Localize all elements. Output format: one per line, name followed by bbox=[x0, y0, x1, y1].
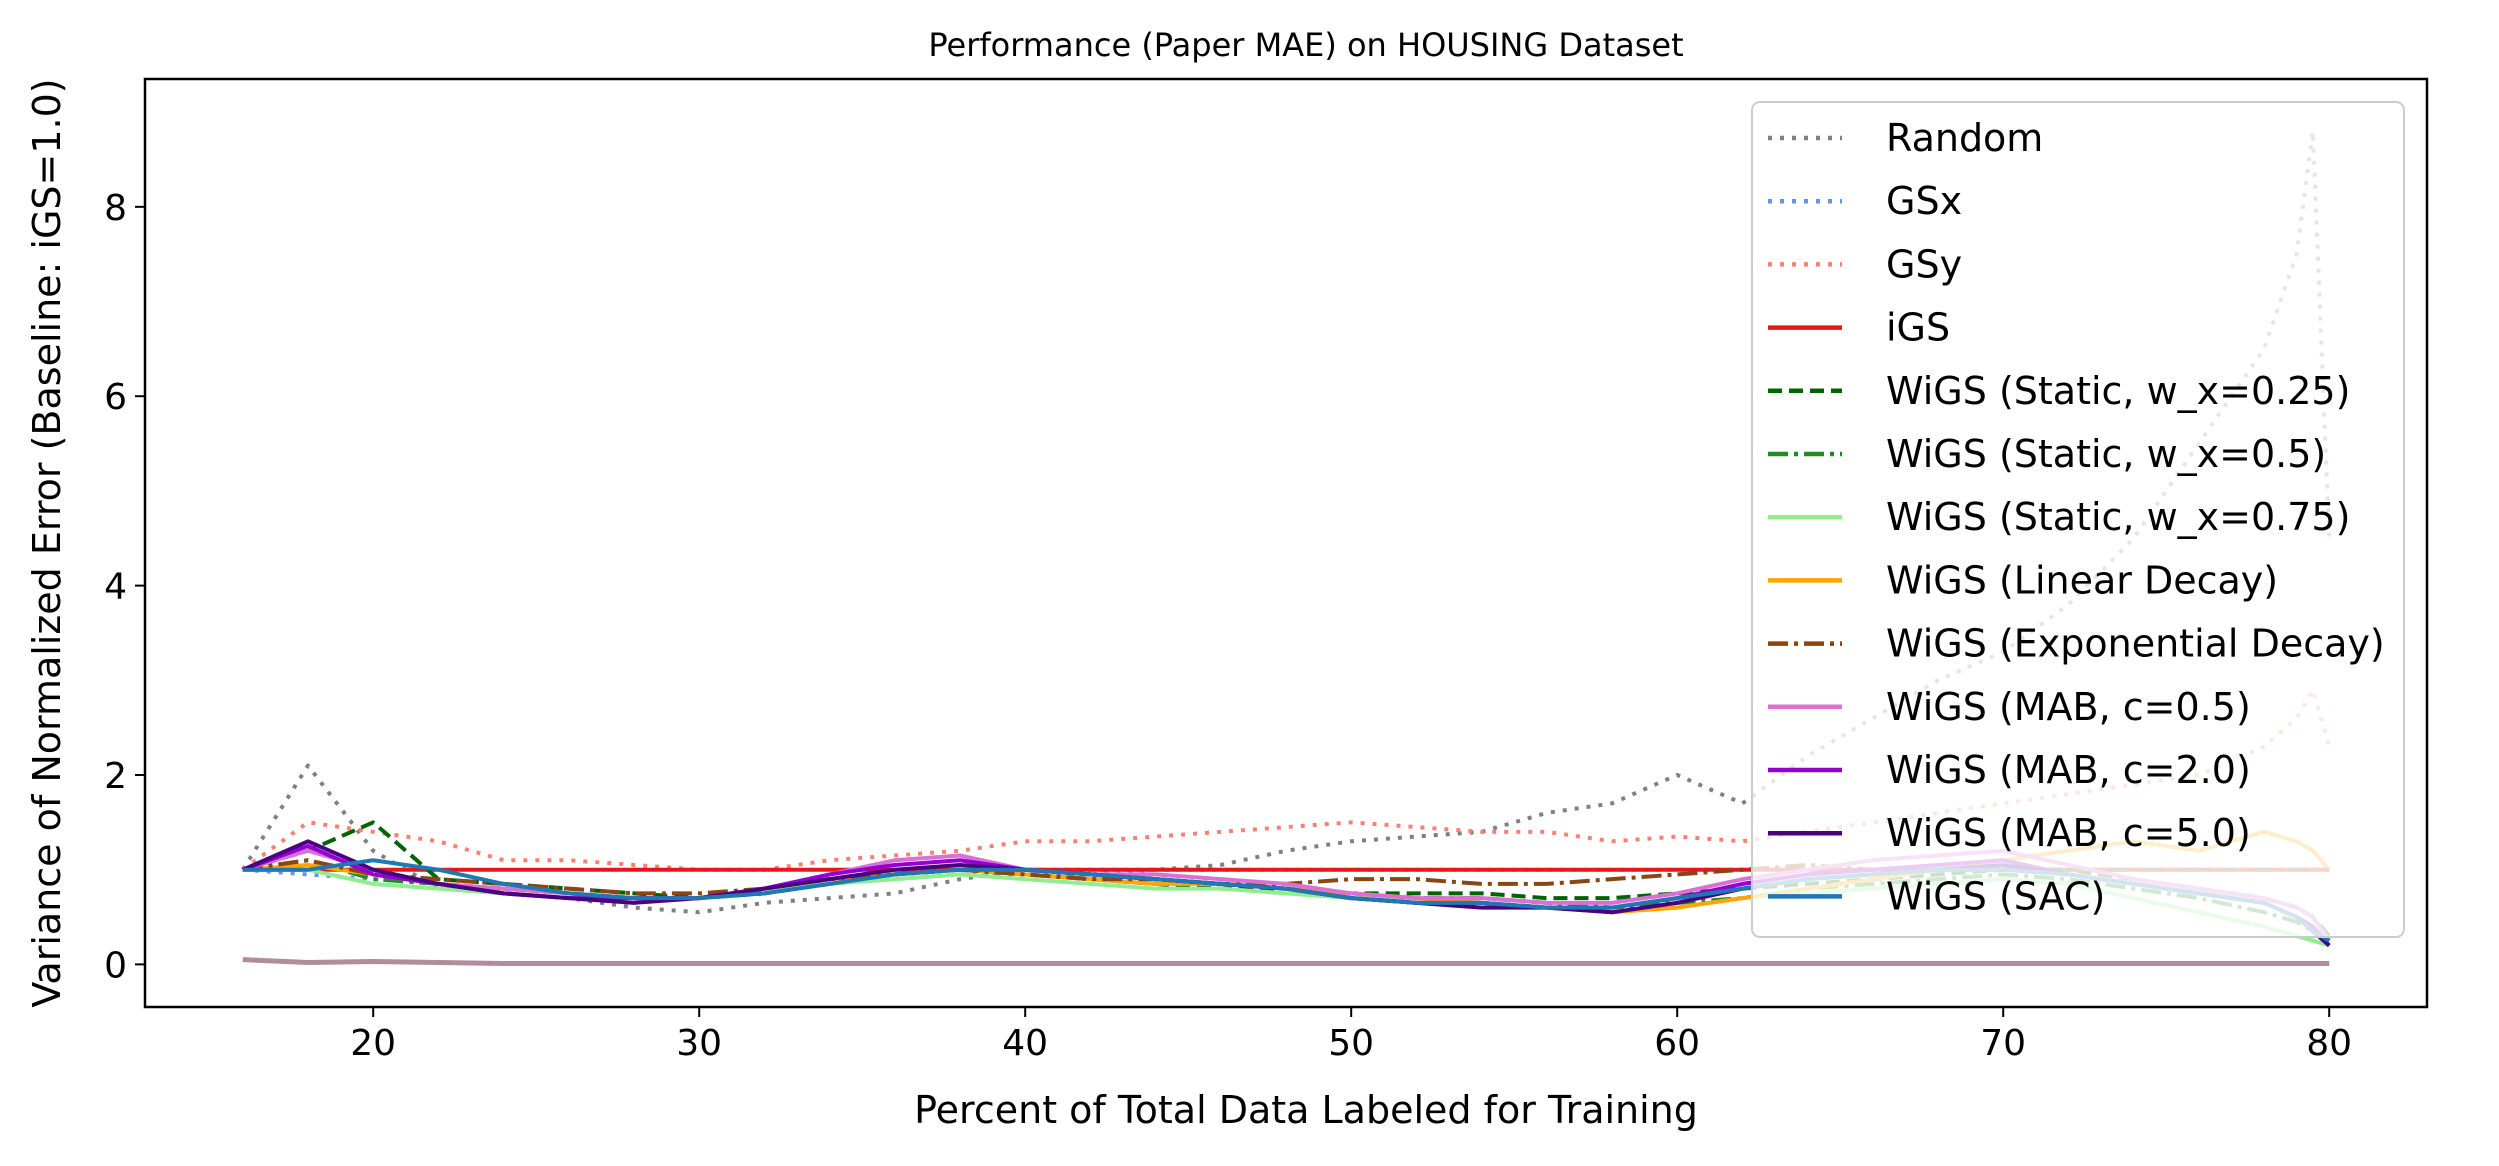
x-tick-label: 60 bbox=[1654, 1023, 1700, 1064]
y-axis-label: Variance of Normalized Error (Baseline: … bbox=[25, 78, 69, 1007]
y-tick-label: 4 bbox=[104, 567, 127, 608]
x-tick-label: 20 bbox=[350, 1023, 396, 1064]
y-tick-label: 2 bbox=[104, 756, 127, 797]
legend-label: WiGS (Static, w_x=0.25) bbox=[1886, 369, 2350, 413]
legend-label: WiGS (MAB, c=2.0) bbox=[1886, 748, 2251, 792]
legend-label: GSx bbox=[1886, 179, 1962, 223]
legend-label: WiGS (SAC) bbox=[1886, 874, 2105, 918]
x-tick-label: 40 bbox=[1002, 1023, 1048, 1064]
y-axis: 0 2 4 6 8 bbox=[104, 188, 145, 986]
x-axis-label: Percent of Total Data Labeled for Traini… bbox=[914, 1088, 1698, 1132]
legend-label: WiGS (Exponential Decay) bbox=[1886, 622, 2385, 666]
series-line-0 bbox=[241, 129, 2332, 915]
x-tick-label: 50 bbox=[1328, 1023, 1374, 1064]
x-axis: 20 30 40 50 60 70 80 bbox=[350, 1007, 2352, 1064]
legend-label: WiGS (MAB, c=5.0) bbox=[1886, 811, 2251, 855]
x-tick-label: 80 bbox=[2306, 1023, 2352, 1064]
x-tick-label: 70 bbox=[1980, 1023, 2026, 1064]
legend-label: WiGS (Static, w_x=0.5) bbox=[1886, 432, 2326, 476]
chart-title: Performance (Paper MAE) on HOUSING Datas… bbox=[928, 26, 1683, 64]
x-tick-label: 30 bbox=[676, 1023, 722, 1064]
bottom-band-line bbox=[242, 957, 2330, 966]
legend-label: WiGS (MAB, c=0.5) bbox=[1886, 685, 2251, 729]
legend-label: GSy bbox=[1886, 242, 1962, 286]
y-tick-label: 0 bbox=[104, 945, 127, 986]
plot-frame bbox=[143, 77, 2429, 1009]
y-tick-label: 6 bbox=[104, 377, 127, 418]
legend-label: WiGS (Linear Decay) bbox=[1886, 558, 2278, 602]
y-tick-label: 8 bbox=[104, 188, 127, 229]
legend-label: WiGS (Static, w_x=0.75) bbox=[1886, 495, 2350, 539]
legend: Random GSx GSy iGS WiGS (Static, w_x=0.25) Wi… bbox=[1751, 101, 2405, 938]
legend-label: Random bbox=[1886, 116, 2043, 160]
legend-box bbox=[1751, 101, 2405, 938]
legend-label: iGS bbox=[1886, 306, 1950, 350]
